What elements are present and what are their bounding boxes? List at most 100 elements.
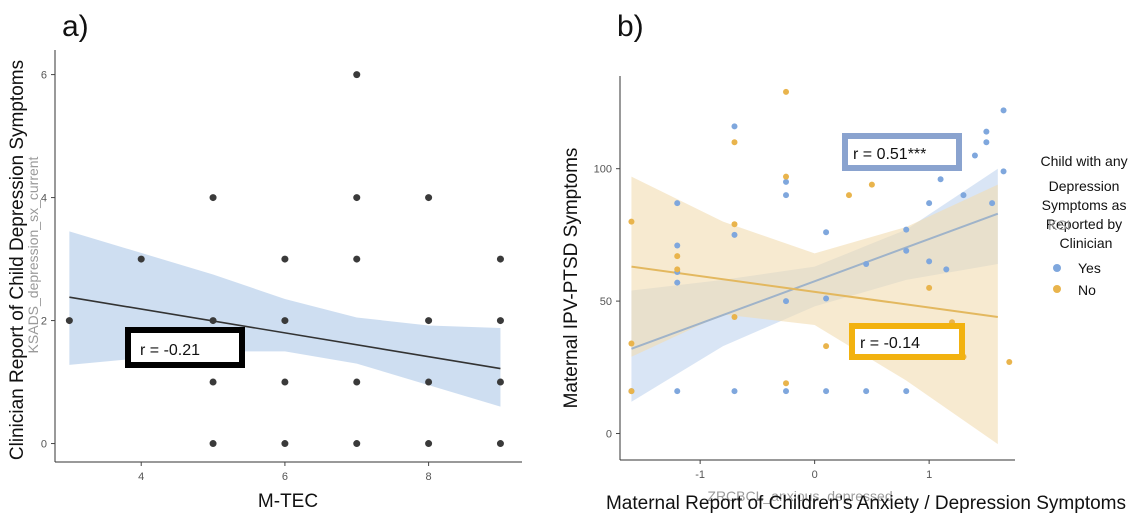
panela-point-0-15 [425,440,433,448]
panelb-xtick-0: -1 [695,469,705,481]
panela-point-0-5 [209,194,217,202]
panela-point-0-1 [137,255,145,263]
panelb-point-0-27 [983,139,990,146]
panelb-point-0-22 [926,258,933,265]
legend-yes-label: Yes [1078,260,1101,276]
legend-no-label: No [1078,282,1096,298]
panelb-point-0-6 [731,231,738,238]
panelb-point-1-0 [628,218,635,225]
panela-point-0-17 [425,317,433,325]
panel-b-annotation-yes-box [842,133,962,171]
panelb-point-1-6 [731,221,738,228]
panela-ytick-1: 2 [41,316,47,328]
panelb-point-1-5 [731,139,738,146]
panelb-xtick-2: 1 [926,469,932,481]
panelb-confidence-band-1 [631,176,998,445]
panela-point-0-9 [281,255,289,263]
panelb-point-1-4 [674,266,681,273]
panelb-point-1-12 [845,192,852,199]
panel-b-x-title: Maternal Report of Children's Anxiety / … [606,493,1126,513]
panel-b-label: b) [617,10,644,43]
panelb-point-0-24 [943,266,950,273]
panel-b-y-title: Maternal IPV-PTSD Symptoms [561,148,582,409]
panelb-fit-line-1 [631,265,998,318]
panelb-point-0-26 [971,152,978,159]
panelb-point-1-17 [1006,359,1013,366]
panelb-point-0-23 [937,176,944,183]
panelb-point-0-21 [926,200,933,207]
panela-point-0-2 [209,440,217,448]
panel-b-annotation-no: r = -0.14 [860,335,920,352]
panelb-point-1-8 [783,88,790,95]
panelb-point-0-25 [960,192,967,199]
panelb-point-0-31 [1000,168,1007,175]
panela-xtick-1: 6 [282,471,288,483]
panelb-point-0-17 [863,388,870,395]
panelb-ytick-2: 100 [594,164,612,176]
panel-a-annotation: r = -0.21 [140,342,200,359]
panelb-point-0-7 [731,123,738,130]
panelb-point-0-10 [783,192,790,199]
panela-point-0-8 [281,317,289,325]
panela-point-0-0 [65,317,73,325]
panela-point-0-10 [353,440,361,448]
panela-point-0-13 [353,194,361,202]
panel-b-annotation-yes: r = 0.51*** [853,146,926,163]
panela-point-0-18 [425,194,433,202]
legend-ghost-title: KSI [1048,217,1071,233]
panelb-point-1-9 [783,173,790,180]
panelb-point-0-29 [989,200,996,207]
panelb-xtick-1: 0 [812,469,818,481]
panelb-point-0-8 [731,388,738,395]
panel-a: a) 4 6 8 0 2 4 6 KSADS_depression_sx_current C… [7,10,522,512]
panela-point-0-3 [209,378,217,386]
panela-point-0-14 [353,71,361,79]
panel-a-annotation-box [125,327,245,368]
panelb-point-0-2 [674,242,681,249]
panela-point-0-7 [281,378,289,386]
panel-a-ghost-ylabel: KSADS_depression_sx_current [25,156,41,353]
panelb-point-0-14 [823,295,830,302]
panela-ytick-0: 0 [41,439,47,451]
panela-point-0-21 [496,317,504,325]
panelb-point-0-28 [983,128,990,135]
panelb-point-0-13 [823,229,830,236]
panela-xtick-0: 4 [138,471,144,483]
panelb-point-1-2 [628,388,635,395]
panela-point-0-12 [353,255,361,263]
panela-ytick-2: 4 [41,193,47,205]
panel-a-label: a) [62,10,89,43]
panel-b-ghost-xlabel: ZRCBCL_anxious_depressed [707,488,892,504]
legend: Child with any Depression Symptoms as Re… [1040,153,1131,298]
panelb-point-1-7 [731,313,738,320]
legend-no-marker [1053,285,1061,293]
panela-point-0-19 [496,440,504,448]
panel-b: b) -1 0 1 0 50 100 Maternal IPV-PTSD Symptoms… [561,10,1131,513]
panela-point-0-16 [425,378,433,386]
panelb-point-0-15 [823,388,830,395]
panel-b-annotation-no-box [849,323,965,360]
panelb-point-1-10 [783,380,790,387]
panela-point-0-11 [353,378,361,386]
panel-a-x-title: M-TEC [258,491,318,512]
panelb-point-0-11 [783,298,790,305]
panelb-point-0-19 [903,247,910,254]
panelb-point-0-9 [783,178,790,185]
panelb-point-0-18 [903,226,910,233]
panela-point-0-4 [209,317,217,325]
panela-point-0-6 [281,440,289,448]
legend-yes-marker [1053,264,1061,272]
panelb-point-0-20 [903,388,910,395]
panelb-point-0-3 [674,200,681,207]
panelb-ytick-1: 50 [600,296,612,308]
panelb-point-0-12 [783,388,790,395]
panelb-point-1-1 [628,340,635,347]
panel-a-y-title: Clinician Report of Child Depression Sym… [7,60,28,460]
panelb-point-1-11 [823,343,830,350]
panelb-point-1-14 [926,284,933,291]
panela-xtick-2: 8 [426,471,432,483]
panelb-fit-line-0 [631,212,999,350]
legend-title: Child with any Depression Symptoms as Re… [1040,153,1131,251]
panelb-point-1-3 [674,253,681,260]
